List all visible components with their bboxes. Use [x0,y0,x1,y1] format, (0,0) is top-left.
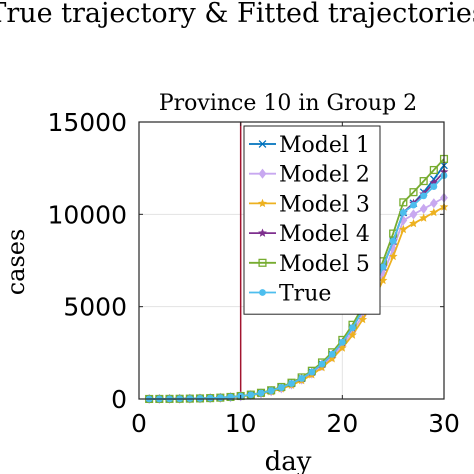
data-point-model-3 [419,213,429,222]
data-point-model-2 [429,198,438,209]
x-tick-label: 20 [326,409,358,438]
y-tick-label: 15000 [47,108,127,137]
legend-marker-model-2 [258,168,267,179]
data-point-model-3 [429,207,439,217]
data-point-true [338,338,346,346]
data-point-model-5 [429,165,438,175]
data-point-true [216,394,224,402]
legend-label-model-3: Model 3 [279,192,370,217]
x-tick-label: 0 [131,409,147,438]
chart-title: Province 10 in Group 2 [159,91,417,116]
x-axis-label: day [265,447,312,474]
figure-title: True trajectory & Fitted trajectories [0,0,474,29]
x-tick-label: 30 [428,409,460,438]
legend-label-model-1: Model 1 [279,133,370,158]
y-tick-label: 0 [111,385,127,414]
data-point-true [399,209,407,216]
data-point-model-2 [409,209,418,220]
data-point-true [349,324,356,332]
legend-label-model-5: Model 5 [279,252,370,277]
legend-label-model-2: Model 2 [279,163,370,188]
data-point-model-3 [378,275,388,285]
data-point-true [328,350,336,358]
legend-marker-model-4 [258,228,267,237]
data-point-model-3 [409,218,418,228]
data-point-model-5 [409,188,418,197]
data-point-model-3 [398,224,408,234]
data-point-true [277,384,285,391]
axes-box [138,121,445,400]
x-tick-label: 10 [225,409,257,438]
legend-marker-true [259,289,266,296]
data-point-true [257,389,265,397]
data-point-true [318,360,326,368]
legend-marker-model-5 [258,258,267,267]
data-point-true [247,391,255,399]
legend-marker-model-3 [258,198,267,208]
data-point-true [308,368,316,376]
legend: Model 1 Model 2 Model 3 Model 4 Model 5 True [243,125,381,315]
data-point-model-3 [348,330,357,339]
legend-label-true: True [279,282,331,307]
data-point-true [389,237,397,245]
y-axis-label: cases [2,229,30,296]
data-point-model-3 [327,354,337,363]
y-tick-label: 5000 [63,293,127,322]
y-tick-label: 10000 [47,200,127,229]
data-point-true [288,380,295,387]
data-point-model-5 [399,198,408,207]
data-point-true [206,394,214,402]
data-point-true [410,201,417,209]
data-point-true [298,375,306,382]
data-point-model-5 [419,177,428,186]
legend-marker-model-1 [258,140,267,148]
axis-ticks: 0 10 20 30 0 5000 10000 15000 [47,108,459,438]
data-point-model-3 [337,343,347,352]
data-point-model-3 [358,314,368,324]
data-point-true [420,192,428,200]
data-point-model-3 [388,251,398,261]
data-point-true [379,263,387,271]
legend-box [243,125,381,315]
data-point-true [430,183,438,191]
legend-label-model-4: Model 4 [279,222,370,247]
data-point-model-2 [419,203,428,214]
data-point-true [267,387,275,395]
